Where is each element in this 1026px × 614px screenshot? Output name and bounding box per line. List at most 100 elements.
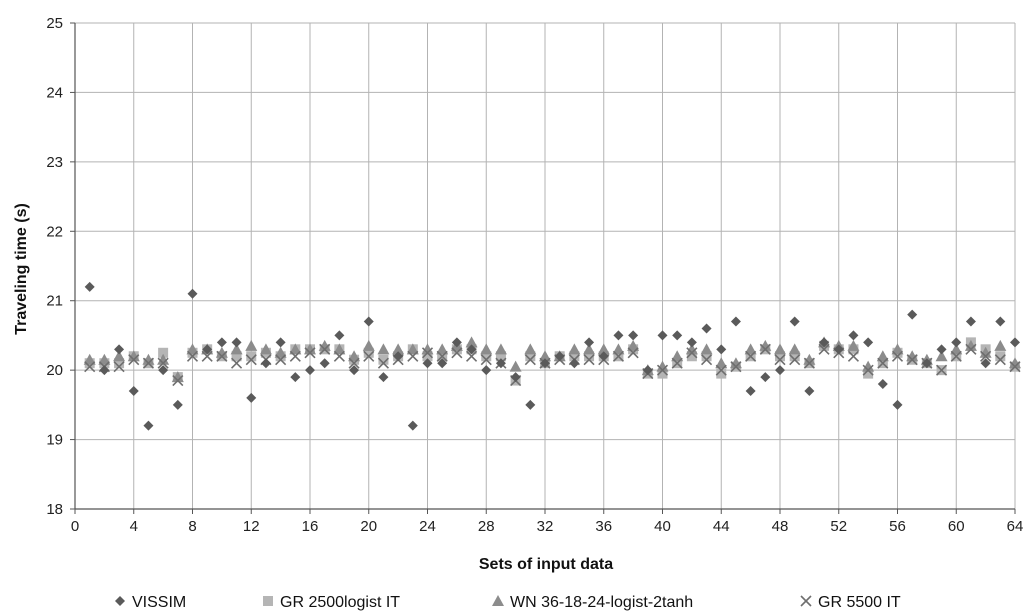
- point-triangle-64: [1009, 357, 1021, 369]
- point-diamond-52: [833, 344, 844, 355]
- point-triangle-7: [171, 371, 184, 383]
- point-triangle-50: [803, 353, 816, 365]
- point-diamond-24: [422, 358, 433, 369]
- legend-label: VISSIM: [132, 594, 186, 611]
- point-triangle-42: [685, 343, 698, 355]
- point-triangle-36: [597, 343, 610, 355]
- y-axis-title: Traveling time (s): [13, 203, 30, 335]
- point-triangle-22: [392, 343, 405, 355]
- point-triangle-60: [950, 343, 963, 355]
- legend-marker-triangle: [492, 595, 504, 606]
- point-diamond-16: [305, 365, 315, 376]
- axes: [70, 22, 1016, 514]
- x-marker-stroke: [1009, 361, 1021, 373]
- point-x-62: [980, 350, 992, 362]
- point-diamond-1: [84, 281, 95, 292]
- x-marker-stroke: [436, 350, 448, 362]
- point-x-1: [84, 361, 96, 373]
- point-x-42: [686, 347, 698, 359]
- point-diamond-23: [407, 420, 418, 431]
- x-marker-stroke: [157, 357, 169, 369]
- point-triangle-62: [979, 346, 992, 358]
- point-diamond-31: [525, 399, 536, 410]
- point-diamond-30: [510, 372, 521, 383]
- x-axis-title: Sets of input data: [479, 556, 613, 573]
- point-square-12: [246, 351, 257, 362]
- point-square-42: [686, 351, 697, 362]
- x-tick-label: 28: [478, 518, 495, 535]
- point-diamond-10: [216, 337, 227, 348]
- x-marker-stroke: [275, 354, 287, 366]
- point-x-20: [363, 350, 375, 362]
- x-marker-stroke: [612, 350, 625, 362]
- x-marker-stroke: [891, 350, 904, 362]
- point-triangle-13: [259, 343, 272, 355]
- point-diamond-35: [584, 337, 595, 348]
- x-tick-label: 4: [130, 518, 138, 535]
- point-diamond-38: [628, 330, 639, 341]
- x-marker-stroke: [142, 357, 155, 369]
- point-x-49: [789, 354, 801, 366]
- point-triangle-14: [274, 346, 287, 358]
- x-marker-stroke: [377, 357, 390, 369]
- point-diamond-17: [319, 358, 330, 369]
- point-diamond-37: [613, 330, 624, 341]
- x-marker-stroke: [480, 354, 492, 366]
- legend-label: GR 2500logist IT: [280, 594, 400, 611]
- point-x-21: [377, 357, 390, 369]
- point-triangle-5: [142, 353, 155, 365]
- point-diamond-44: [716, 344, 727, 355]
- point-x-5: [142, 357, 155, 369]
- point-triangle-56: [891, 343, 904, 355]
- point-triangle-40: [656, 360, 669, 372]
- point-triangle-28: [480, 343, 493, 355]
- legend-marker-x: [800, 595, 812, 607]
- point-diamond-41: [672, 330, 683, 341]
- point-triangle-53: [847, 339, 860, 351]
- point-diamond-12: [246, 392, 257, 403]
- point-triangle-59: [935, 350, 948, 362]
- y-tick-label: 24: [46, 84, 63, 101]
- x-marker-stroke: [965, 343, 977, 355]
- legend-label: WN 36-18-24-logist-2tanh: [510, 594, 693, 611]
- point-x-4: [128, 354, 140, 366]
- point-diamond-8: [187, 288, 198, 299]
- x-marker-stroke: [524, 354, 536, 366]
- point-triangle-10: [215, 346, 228, 358]
- point-triangle-46: [744, 343, 757, 355]
- point-diamond-64: [1010, 337, 1020, 348]
- point-triangle-55: [876, 350, 889, 362]
- point-diamond-27: [466, 344, 477, 355]
- point-triangle-17: [318, 339, 331, 351]
- point-x-26: [451, 347, 463, 359]
- x-marker-stroke: [627, 347, 639, 359]
- point-square-49: [789, 351, 800, 362]
- x-marker-stroke: [172, 374, 184, 387]
- point-diamond-59: [936, 344, 947, 355]
- point-x-15: [289, 350, 301, 362]
- point-x-27: [465, 350, 478, 362]
- point-diamond-62: [980, 358, 991, 369]
- point-diamond-55: [877, 379, 888, 390]
- point-x-55: [877, 357, 889, 369]
- point-diamond-18: [334, 330, 345, 341]
- x-tick-label: 64: [1007, 518, 1024, 535]
- point-x-37: [612, 350, 625, 362]
- point-diamond-21: [378, 372, 389, 383]
- point-x-47: [759, 343, 771, 355]
- point-triangle-54: [862, 360, 875, 372]
- x-marker-stroke: [656, 364, 669, 376]
- point-diamond-6: [158, 365, 169, 376]
- point-diamond-46: [745, 385, 756, 396]
- point-x-60: [950, 350, 962, 362]
- x-marker-stroke: [803, 357, 815, 369]
- point-square-34: [569, 351, 580, 362]
- point-triangle-45: [729, 357, 742, 369]
- x-marker-stroke: [113, 361, 125, 373]
- x-marker-stroke: [333, 350, 345, 362]
- x-marker-stroke: [980, 350, 992, 362]
- point-square-35: [584, 351, 595, 362]
- point-square-44: [716, 368, 727, 379]
- point-triangle-41: [671, 350, 684, 362]
